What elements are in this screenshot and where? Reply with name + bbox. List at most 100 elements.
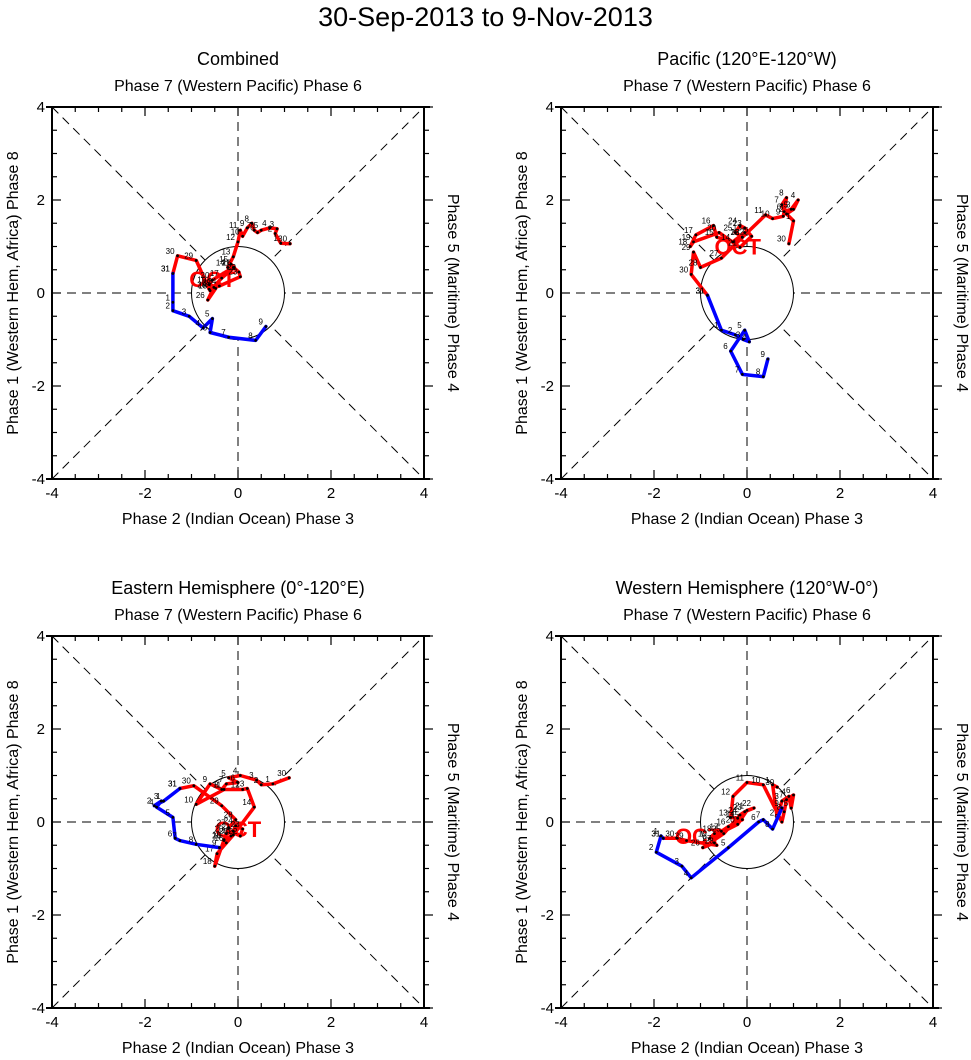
x-axis-label: Phase 2 (Indian Ocean) Phase 3 [122,511,354,528]
day-label: 29 [210,797,219,806]
day-label: 16 [716,818,725,827]
day-label: 8 [779,189,784,198]
day-label: 21 [221,822,230,831]
day-label: 8 [189,835,194,844]
x-tick-label: -2 [138,485,151,502]
day-label: 2 [649,843,654,852]
day-label: 1 [786,212,791,221]
data-point [771,783,774,787]
data-point [254,339,258,342]
data-point [194,802,198,806]
right-axis-label: Phase 5 (Maritime) Phase 4 [444,723,461,921]
panel-1: Pacific (120°E-120°W) Phase 7 (Western Pa… [514,49,970,528]
day-label: 11 [229,221,238,230]
data-point [287,776,291,780]
day-label: 30 [277,769,286,778]
top-axis-label: Phase 7 (Western Pacific) Phase 6 [623,607,871,624]
day-label: 6 [723,342,728,351]
y-axis-label: Phase 1 (Western Hem, Africa) Phase 8 [5,680,22,963]
day-label: 10 [751,776,760,785]
data-point [738,224,742,227]
data-point [713,841,716,845]
data-point [782,210,786,214]
day-label: 7 [774,196,779,205]
data-point [715,235,719,239]
data-point [729,815,733,819]
day-label: 1 [654,827,659,836]
x-tick-label: 0 [743,485,751,502]
day-label: 6 [751,813,756,822]
data-point [720,256,723,260]
data-point [706,293,709,297]
day-label: 17 [710,822,719,831]
day-label: 6 [777,203,782,212]
data-point [271,782,275,786]
day-label: 28 [705,836,714,845]
data-point [178,787,182,790]
x-tick-label: 4 [420,485,428,502]
y-tick-label: -4 [32,1000,45,1017]
data-point [738,813,742,817]
x-tick-label: 0 [234,1014,242,1031]
data-point [224,832,228,836]
day-label: 15 [730,811,739,820]
data-point [238,228,242,232]
data-point [761,783,765,787]
data-point [766,357,770,361]
day-label: 28 [224,811,233,820]
day-label: 4 [791,191,796,200]
data-point [692,240,695,244]
day-label: 12 [721,787,730,796]
day-label: 1 [165,293,170,302]
day-label: 4 [742,333,747,342]
day-label: 4 [233,767,238,776]
day-label: 19 [197,276,206,285]
day-label: 5 [721,839,726,848]
data-point [699,266,702,269]
data-point [792,207,795,211]
x-axis-label: Phase 2 (Indian Ocean) Phase 3 [122,1040,354,1057]
day-label: 30 [777,235,786,244]
day-label: 6 [786,786,791,795]
top-axis-label: Phase 7 (Western Pacific) Phase 6 [114,607,362,624]
data-point [745,808,749,812]
day-label: 17 [684,226,693,235]
data-point [252,805,256,809]
data-point [245,787,249,790]
day-label: 28 [689,258,698,267]
data-point [692,250,695,254]
y-tick-label: -2 [541,907,554,924]
data-point [708,836,712,840]
data-point [201,326,205,330]
data-point [654,850,658,854]
day-label: 31 [696,286,705,295]
data-point [729,349,733,353]
day-label: 5 [205,310,210,319]
day-label: 1 [273,234,278,243]
day-label: 22 [228,827,237,836]
data-point [738,246,742,249]
data-point [218,284,221,288]
day-label: 4 [781,787,786,796]
day-label: 8 [756,368,761,377]
day-label: 31 [161,264,170,273]
day-label: 30 [278,235,287,244]
day-label: 18 [703,825,712,834]
y-axis-label: Phase 1 (Western Hem, Africa) Phase 8 [514,151,531,434]
x-tick-label: -2 [138,1014,151,1031]
data-point [231,833,235,837]
day-label: 24 [224,817,233,826]
y-tick-label: -2 [541,378,554,395]
y-tick-label: 2 [37,721,45,738]
data-point [238,834,242,838]
data-point [689,273,693,276]
day-label: 30 [182,777,191,786]
data-point [279,241,283,245]
y-tick-label: -4 [541,471,554,488]
data-point [750,234,754,238]
data-point [747,340,751,344]
data-point [206,298,210,302]
day-label: 24 [207,277,216,286]
data-point [207,283,211,287]
